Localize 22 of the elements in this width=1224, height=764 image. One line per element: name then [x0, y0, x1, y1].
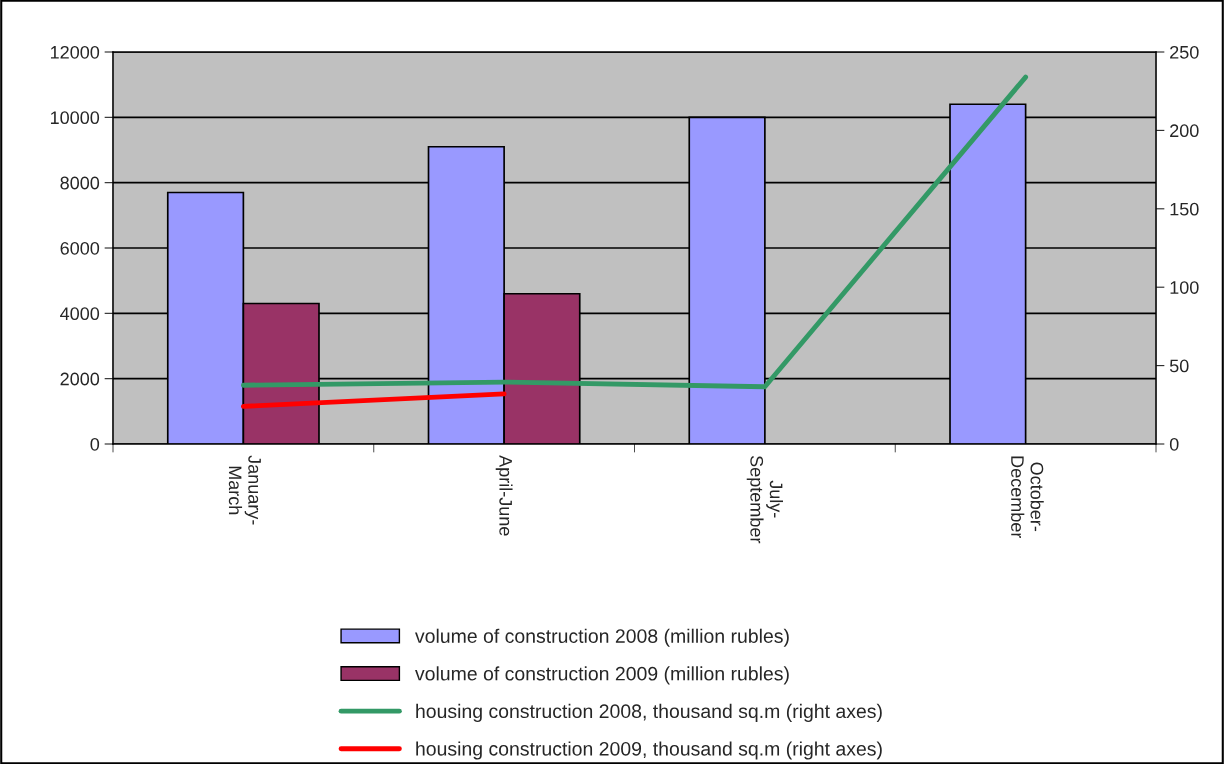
- x-tick-label: October- December: [1011, 456, 1044, 539]
- y-tick-label: 0: [90, 437, 100, 451]
- y2-tick-label: 100: [1170, 281, 1199, 294]
- legend-label: volume of construction 2008 (million rubles): [415, 628, 789, 647]
- y2-tick-label: 150: [1170, 202, 1199, 216]
- x-tick-label: April-June: [495, 455, 513, 536]
- y-tick-label: 12000: [50, 45, 100, 59]
- y2-tick-label: 50: [1169, 359, 1189, 373]
- y-tick-label: 6000: [60, 241, 100, 255]
- line-series: [240, 74, 1029, 390]
- y2-tick-label: 250: [1170, 45, 1199, 59]
- y2-tick-label: 200: [1170, 124, 1199, 138]
- legend-label: housing construction 2008, thousand sq.m (right axes): [416, 703, 882, 722]
- y-tick-label: 2000: [60, 372, 100, 386]
- y-tick-label: 10000: [50, 111, 100, 125]
- x-tick-label: January- March: [228, 455, 261, 525]
- legend-label: housing construction 2009, thousand sq.m (right axes): [416, 741, 882, 760]
- x-tick-label: July- September: [746, 455, 784, 544]
- y2-tick-label: 0: [1169, 437, 1179, 451]
- legend-label: volume of construction 2009 (million rubles): [415, 666, 789, 685]
- y-tick-label: 8000: [60, 176, 100, 190]
- y-tick-label: 4000: [60, 307, 100, 321]
